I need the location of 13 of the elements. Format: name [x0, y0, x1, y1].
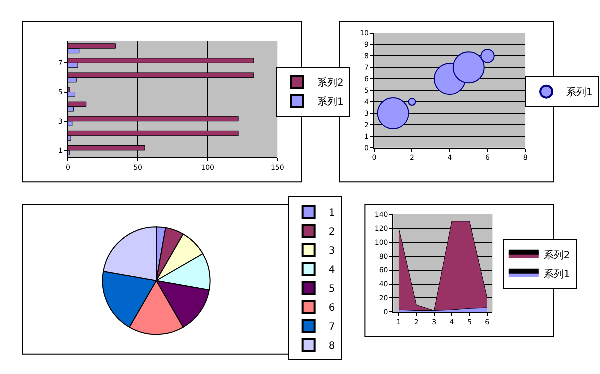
- legend-label: 4: [328, 264, 336, 276]
- legend-label: 3: [328, 246, 336, 257]
- legend-label: 系列2: [544, 249, 570, 262]
- legend-label: 7: [328, 322, 336, 333]
- legend-label: 系列1: [566, 86, 593, 99]
- legend-label: 系列1: [318, 96, 344, 108]
- legend-label: 8: [328, 340, 336, 352]
- legend-label: 系列2: [318, 77, 344, 90]
- legend-label: 2: [328, 226, 336, 238]
- legend-label: 5: [328, 284, 336, 295]
- legend-label: 1: [328, 208, 336, 219]
- legend-label: 系列1: [544, 268, 570, 280]
- legend-label: 6: [328, 302, 336, 314]
